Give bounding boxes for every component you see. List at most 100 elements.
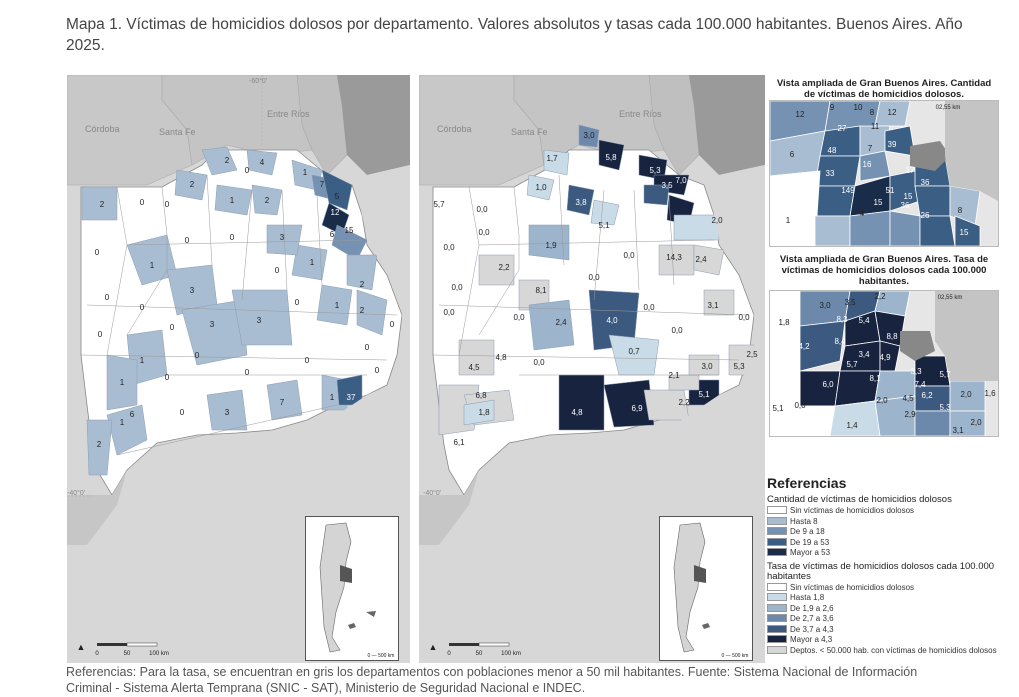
legend-item: De 2,7 a 3,6 [767,614,1007,624]
zoom-value: 51 [886,186,895,195]
zoom-value: 1,8 [778,318,790,327]
dept-value: 0,0 [588,273,600,282]
zoom-value: 0,0 [794,401,806,410]
scale-label: 50 [124,651,131,657]
dept-value: 3,1 [707,301,719,310]
legend-swatch [767,635,787,643]
dept-value: 5 [335,192,340,201]
dept-value: 2,2 [498,263,510,272]
zoom-rate-map[interactable]: 3,0 3,5 2,2 1,8 8,3 5,4 4,2 8,4 8,8 3,4 … [769,290,999,437]
zoom-value: 48 [828,146,837,155]
legend-swatch [767,582,787,591]
zoom-value: 6,2 [921,391,933,400]
dept-value: 8,1 [535,286,547,295]
dept-value: 3 [190,286,195,295]
zoom-value: 12 [888,108,897,117]
dept-value: 2,4 [695,255,707,264]
dept-value: 1 [120,418,125,427]
zoom-value: 3,5 [844,298,856,307]
legend-item: Sin víctimas de homicidios dolosos [767,582,1007,593]
dept-value: 0 [140,198,145,207]
dept-value: 1 [303,168,308,177]
zoom-value: 3,1 [952,426,964,435]
dept-value: 2 [360,306,365,315]
legend-abs-items: Sin víctimas de homicidios dolosos Hasta… [767,506,1007,558]
dept-value: 7,0 [675,176,687,185]
zoom-value: 15 [960,228,969,237]
dept-value: 6,1 [453,438,465,447]
legend-title: Referencias [767,475,847,491]
map-absolute-values[interactable]: Córdoba Santa Fe Entre Ríos -60°0' -40°0… [67,75,410,663]
zoom-value: 3,0 [819,301,831,310]
zoom-value: 2,0 [876,396,888,405]
zoom-value: 1 [786,216,791,225]
dept-value: 1 [150,261,155,270]
place-label-santa-fe: Santa Fe [511,127,548,137]
zoom-scale-label: 02,55 km [936,105,961,111]
dept-value: 0 [305,356,310,365]
argentina-locator-inset: 0 — 500 km [305,516,399,661]
zoom-absolute-title: Vista ampliada de Gran Buenos Aires. Can… [776,78,992,100]
zoom-value: 33 [826,169,835,178]
zoom-value: 4,5 [902,394,914,403]
dept-value: 6 [330,230,335,239]
legend-item: Deptos. < 50.000 hab. con víctimas de ho… [767,645,1007,656]
dept-value: 2,0 [711,216,723,225]
dept-value: 4,8 [495,353,507,362]
legend-swatch [767,527,787,535]
legend-item: Mayor a 53 [767,548,1007,558]
dept-value: 15 [345,226,354,235]
legend-abs-title: Cantidad de víctimas de homicidios dolos… [767,494,952,505]
legend-label: Deptos. < 50.000 hab. con víctimas de ho… [790,645,997,655]
parallel-label: -40°0' [67,489,85,497]
legend-label: De 19 a 53 [790,537,830,547]
map-rate-values[interactable]: Córdoba Santa Fe Entre Ríos -40°0' 3,0 1… [419,75,765,663]
zoom-value: 149 [841,186,855,195]
inset-scale-label: 0 — 500 km [722,653,749,659]
dept-value: 3,5 [661,181,673,190]
zoom-rate-title: Vista ampliada de Gran Buenos Aires. Tas… [779,254,989,287]
zoom-absolute-map[interactable]: 12 9 10 8 12 27 11 48 6 7 39 33 16 17 14… [769,100,999,247]
zoom-value: 4,9 [879,353,891,362]
zoom-value: 10 [854,103,863,112]
zoom-value: 15 [904,192,913,201]
dept-value: 0,0 [623,251,635,260]
legend-swatch [767,516,787,525]
dept-value: 3,0 [583,131,595,140]
zoom-value: 7 [868,144,873,153]
legend-label: Mayor a 53 [790,548,831,557]
dept-value: 0 [140,303,145,312]
zoom-value: 6,0 [822,380,834,389]
legend-label: De 9 a 18 [790,527,825,536]
zoom-value: 3,4 [858,350,870,359]
legend-label: Sin víctimas de homicidios dolosos [790,582,915,592]
dept-value: 0,0 [738,313,750,322]
dept-value: 0 [180,408,185,417]
zoom-value: 5,1 [772,404,784,413]
zoom-value: 16 [863,160,872,169]
zoom-value: 2,9 [904,410,916,419]
dept-value: 0 [105,293,110,302]
scale-label: 0 [447,651,451,657]
dept-value: 37 [347,393,356,402]
zoom-value: 5,3 [939,403,951,412]
dept-value: 0 [170,323,175,332]
page-title: Mapa 1. Víctimas de homicidios dolosos p… [66,16,963,54]
place-label-santa-fe: Santa Fe [159,127,196,137]
zoom-value: 1,4 [846,421,858,430]
zoom-value: 1,6 [984,389,996,398]
legend-label: Hasta 8 [790,516,818,526]
dept-value: 1 [140,356,145,365]
dept-value: 2 [225,156,230,165]
dept-value: 0 [165,373,170,382]
dept-value: 7 [320,180,325,189]
dept-value: 2 [97,440,102,449]
zoom-value: 5,7 [939,370,951,379]
legend-swatch [767,645,787,654]
dept-value: 0 [275,266,280,275]
place-label-entre-rios: Entre Ríos [267,109,310,119]
dept-value: 1 [120,378,125,387]
zoom-value: 2,0 [970,418,982,427]
zoom-value: 8 [958,206,963,215]
parallel-label: -40°0' [423,489,441,497]
